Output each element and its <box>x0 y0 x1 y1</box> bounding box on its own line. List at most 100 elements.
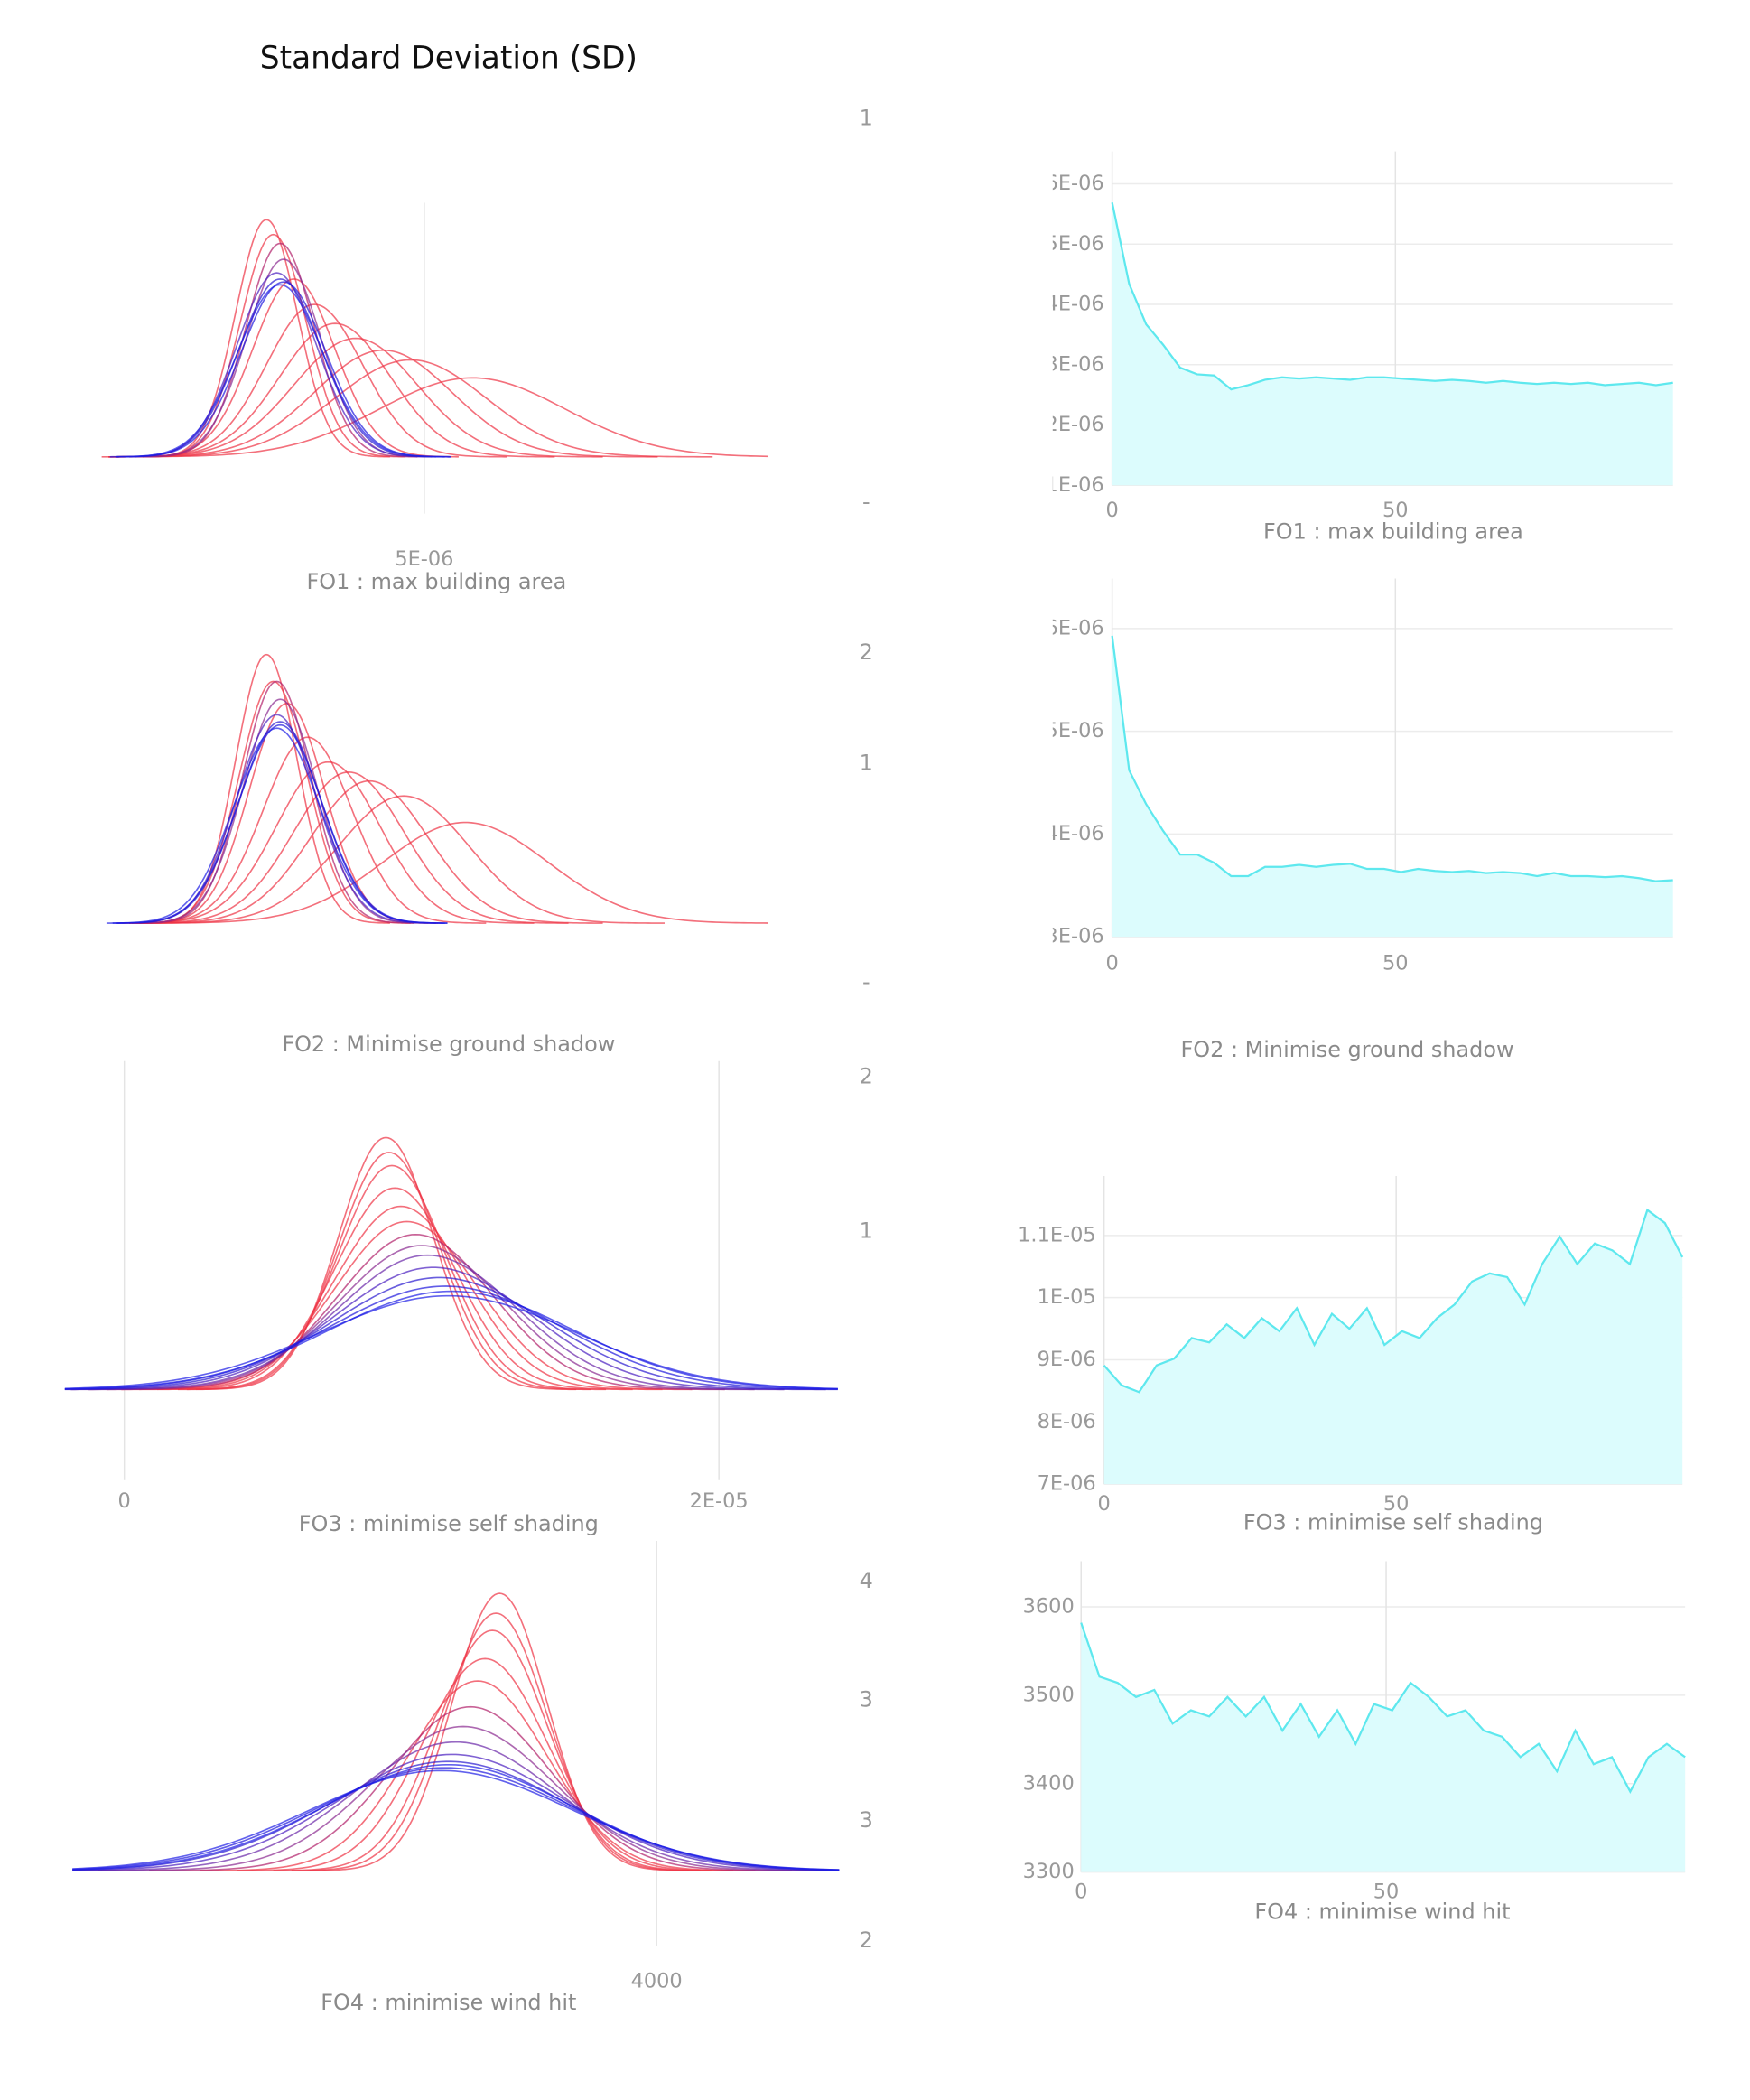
y-tick-label: 3500 <box>1023 1683 1075 1706</box>
density-curve <box>116 281 451 458</box>
y-tick-labels: 1E-06 2E-06 3E-06 4E-06 5E-06 6E-06 <box>1046 172 1104 497</box>
panel-title: FO4 : minimise wind hit <box>321 1990 576 2015</box>
y-tick-label: 8E-06 <box>1038 1410 1096 1433</box>
density-curve <box>70 1254 785 1391</box>
side-label: 2 <box>860 1064 873 1089</box>
density-curve <box>310 1592 690 1871</box>
x-tick-label: 2E-05 <box>690 1489 749 1513</box>
x-tick-label: 0 <box>1098 1492 1111 1516</box>
density-curve <box>149 1705 792 1871</box>
y-tick-label: 1.1E-05 <box>1018 1223 1096 1246</box>
density-curve <box>106 1233 725 1391</box>
y-tick-label: 1E-05 <box>1038 1285 1096 1309</box>
y-tick-labels: 7E-06 8E-06 9E-06 1E-05 1.1E-05 <box>1018 1223 1096 1495</box>
area-line <box>1111 201 1673 391</box>
x-tick-label: 4000 <box>631 1969 683 1993</box>
x-tick-label: 0 <box>1105 499 1118 522</box>
density-curve <box>117 714 436 924</box>
density-curve <box>64 1276 838 1391</box>
x-tick-label: 50 <box>1383 1492 1410 1516</box>
density-panel: 4000 4 3 3 2 FO4 : minimise wind hit <box>72 1541 873 2015</box>
y-tick-label: 3E-06 <box>1046 925 1104 948</box>
x-tick-label: 50 <box>1373 1881 1400 1904</box>
x-tick-label: 50 <box>1382 952 1409 975</box>
density-curve <box>237 1657 734 1871</box>
area-panel: 3E-06 4E-06 5E-06 6E-06 0 50 FO2 : Minimise gr… <box>1046 578 1673 1062</box>
density-curve <box>72 1760 840 1871</box>
side-label: 2 <box>860 1927 873 1953</box>
area-line <box>1103 1208 1684 1394</box>
density-curve <box>273 1629 712 1871</box>
y-tick-label: 7E-06 <box>1038 1472 1096 1496</box>
x-tick-label: 0 <box>1105 952 1118 975</box>
x-tick-label: 5E-06 <box>395 547 453 571</box>
side-label: - <box>862 969 870 994</box>
y-tick-label: 2E-06 <box>1046 413 1104 436</box>
x-tick-label: 0 <box>1075 1881 1087 1904</box>
density-curve <box>195 1136 577 1391</box>
side-label: 1 <box>860 751 873 776</box>
density-curve <box>135 258 433 458</box>
density-curve <box>108 349 658 458</box>
y-tick-label: 9E-06 <box>1038 1348 1096 1371</box>
side-label: 3 <box>860 1687 873 1713</box>
density-curve <box>139 680 414 924</box>
density-curve <box>132 698 429 924</box>
panel-title: FO1 : max building area <box>306 569 566 594</box>
side-label: 2 <box>860 639 873 665</box>
density-curve <box>72 1763 840 1871</box>
density-curve <box>139 1205 663 1391</box>
area-fill <box>1103 1209 1683 1485</box>
density-panel: 0 2E-05 2 1 FO3 : minimise self shading <box>64 1060 873 1536</box>
density-panel: 5E-06 1 - FO1 : max building area <box>101 106 873 594</box>
density-curve <box>108 337 603 458</box>
y-tick-label: 6E-06 <box>1046 616 1104 639</box>
density-curve <box>177 1164 607 1391</box>
y-tick-labels: 3300 3400 3500 3600 <box>1023 1594 1075 1883</box>
density-curve <box>64 1266 826 1391</box>
area-fill <box>1112 635 1673 938</box>
figure-title: Standard Deviation (SD) <box>260 40 638 76</box>
y-tick-label: 4E-06 <box>1046 293 1104 316</box>
density-curve <box>129 770 569 924</box>
panel-title: FO1 : max building area <box>1263 519 1523 545</box>
density-curve <box>108 359 713 458</box>
density-curve <box>101 377 768 458</box>
density-curve <box>115 721 445 924</box>
area-fill <box>1112 202 1673 486</box>
y-tick-label: 3E-06 <box>1046 352 1104 376</box>
density-curve <box>135 821 768 924</box>
side-label: - <box>862 490 870 515</box>
y-tick-label: 6E-06 <box>1046 172 1104 195</box>
side-label: 1 <box>860 1218 873 1243</box>
area-line <box>1080 1622 1686 1794</box>
density-curve <box>143 795 665 924</box>
panel-title: FO3 : minimise self shading <box>299 1511 599 1536</box>
x-tick-label: 50 <box>1382 499 1409 522</box>
x-tick-label: 0 <box>118 1489 131 1513</box>
y-tick-label: 1E-06 <box>1046 473 1104 497</box>
density-curve <box>64 1294 838 1390</box>
density-curve <box>121 1220 693 1391</box>
density-curve <box>72 1741 840 1871</box>
density-curve <box>88 1245 755 1391</box>
density-curve <box>143 219 390 458</box>
density-curve <box>115 322 555 458</box>
density-curve <box>186 1152 591 1391</box>
area-fill <box>1081 1622 1686 1872</box>
panel-title: FO2 : Minimise ground shadow <box>282 1031 615 1057</box>
y-tick-label: 3600 <box>1023 1594 1075 1618</box>
density-curve <box>109 284 451 458</box>
density-curve <box>106 727 447 924</box>
density-curve <box>200 1680 756 1871</box>
y-tick-labels: 3E-06 4E-06 5E-06 6E-06 <box>1046 616 1104 948</box>
panel-title: FO4 : minimise wind hit <box>1254 1899 1510 1925</box>
density-curve <box>117 272 436 458</box>
density-curve <box>129 278 459 458</box>
density-curve <box>98 1725 829 1871</box>
